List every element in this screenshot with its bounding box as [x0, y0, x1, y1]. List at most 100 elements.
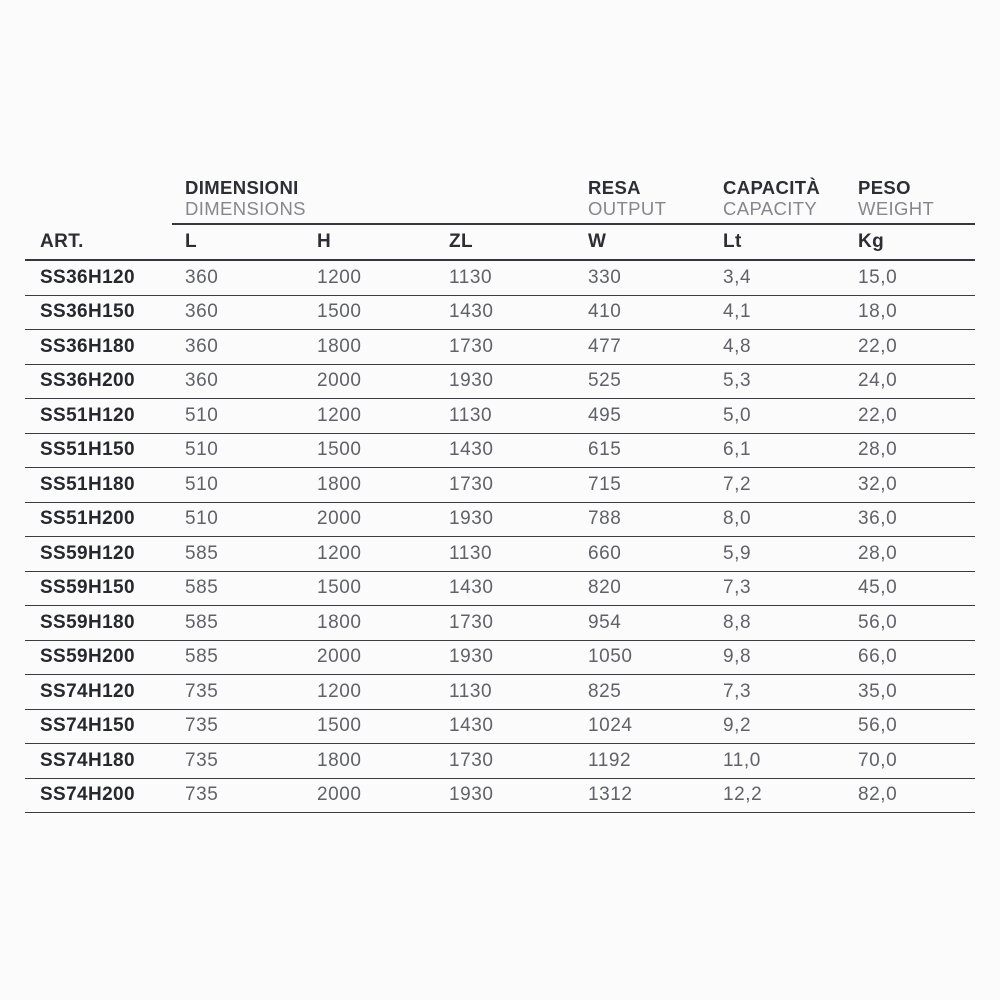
column-header-h: H: [317, 231, 332, 252]
value-cell: 24,0: [858, 370, 898, 392]
value-cell: 1500: [317, 439, 362, 461]
value-cell: 66,0: [858, 646, 898, 668]
value-cell: 32,0: [858, 473, 898, 495]
value-cell: 1930: [449, 370, 494, 392]
group-label-english: OUTPUT: [588, 197, 667, 219]
value-cell: 7,3: [723, 577, 752, 599]
table-row: SS51H150 510 1500 1430 615 6,1 28,0: [25, 434, 975, 468]
value-cell: 1430: [449, 301, 494, 323]
value-cell: 8,0: [723, 508, 752, 530]
value-cell: 954: [588, 611, 622, 633]
value-cell: 5,3: [723, 370, 752, 392]
value-cell: 7,2: [723, 473, 752, 495]
value-cell: 1430: [449, 577, 494, 599]
value-cell: 1800: [317, 611, 362, 633]
value-cell: 1930: [449, 646, 494, 668]
group-header-underline: [172, 176, 975, 225]
table-row: SS36H120 360 1200 1130 330 3,4 15,0: [25, 261, 975, 296]
spec-table: DIMENSIONI DIMENSIONS RESA OUTPUT CAPACI…: [25, 176, 975, 813]
value-cell: 1730: [449, 335, 494, 357]
value-cell: 1050: [588, 646, 633, 668]
value-cell: 22,0: [858, 404, 898, 426]
value-cell: 360: [185, 370, 219, 392]
art-code-cell: SS59H200: [40, 646, 135, 668]
value-cell: 1730: [449, 473, 494, 495]
value-cell: 18,0: [858, 301, 898, 323]
value-cell: 28,0: [858, 439, 898, 461]
art-code-cell: SS51H200: [40, 508, 135, 530]
value-cell: 735: [185, 715, 219, 737]
column-header-lt: Lt: [723, 231, 742, 252]
value-cell: 6,1: [723, 439, 752, 461]
value-cell: 510: [185, 508, 219, 530]
value-cell: 1200: [317, 404, 362, 426]
value-cell: 1930: [449, 508, 494, 530]
value-cell: 715: [588, 473, 622, 495]
value-cell: 1430: [449, 439, 494, 461]
value-cell: 5,9: [723, 542, 752, 564]
group-header-dimensions: DIMENSIONI DIMENSIONS: [172, 176, 306, 225]
value-cell: 1730: [449, 611, 494, 633]
value-cell: 360: [185, 335, 219, 357]
value-cell: 56,0: [858, 715, 898, 737]
value-cell: 1500: [317, 577, 362, 599]
column-group-header-row: DIMENSIONI DIMENSIONS RESA OUTPUT CAPACI…: [25, 176, 975, 225]
group-label-english: DIMENSIONS: [185, 197, 306, 219]
group-header-capacity: CAPACITÀ CAPACITY: [710, 176, 845, 225]
value-cell: 56,0: [858, 611, 898, 633]
value-cell: 1200: [317, 266, 362, 288]
value-cell: 11,0: [723, 749, 761, 771]
value-cell: 1500: [317, 301, 362, 323]
table-body: SS36H120 360 1200 1130 330 3,4 15,0 SS36H150 360…: [25, 261, 975, 813]
table-row: SS51H200 510 2000 1930 788 8,0 36,0: [25, 503, 975, 537]
value-cell: 510: [185, 473, 219, 495]
value-cell: 22,0: [858, 335, 898, 357]
table-row: SS59H200 585 2000 1930 1050 9,8 66,0: [25, 641, 975, 675]
value-cell: 1312: [588, 784, 633, 806]
value-cell: 82,0: [858, 784, 898, 806]
table-row: SS51H180 510 1800 1730 715 7,2 32,0: [25, 468, 975, 503]
table-row: SS74H180 735 1800 1730 1192 11,0 70,0: [25, 744, 975, 779]
value-cell: 12,2: [723, 784, 763, 806]
value-cell: 660: [588, 542, 622, 564]
table-row: SS36H180 360 1800 1730 477 4,8 22,0: [25, 330, 975, 365]
value-cell: 5,0: [723, 404, 752, 426]
group-label-english: CAPACITY: [723, 197, 818, 219]
value-cell: 8,8: [723, 611, 752, 633]
art-code-cell: SS74H200: [40, 784, 135, 806]
art-code-cell: SS74H150: [40, 715, 135, 737]
value-cell: 1800: [317, 749, 362, 771]
value-cell: 1024: [588, 715, 633, 737]
table-row: SS36H150 360 1500 1430 410 4,1 18,0: [25, 296, 975, 330]
art-code-cell: SS51H120: [40, 404, 135, 426]
value-cell: 360: [185, 266, 219, 288]
value-cell: 2000: [317, 784, 362, 806]
column-header-kg: Kg: [858, 231, 885, 252]
value-cell: 585: [185, 611, 219, 633]
value-cell: 35,0: [858, 680, 898, 702]
value-cell: 45,0: [858, 577, 898, 599]
value-cell: 525: [588, 370, 622, 392]
value-cell: 1730: [449, 749, 494, 771]
table-row: SS59H150 585 1500 1430 820 7,3 45,0: [25, 572, 975, 606]
value-cell: 1130: [449, 542, 493, 564]
table-row: SS51H120 510 1200 1130 495 5,0 22,0: [25, 399, 975, 434]
value-cell: 1130: [449, 266, 493, 288]
art-code-cell: SS36H120: [40, 266, 135, 288]
value-cell: 735: [185, 749, 219, 771]
column-header-w: W: [588, 231, 607, 252]
value-cell: 510: [185, 439, 219, 461]
value-cell: 2000: [317, 508, 362, 530]
value-cell: 1800: [317, 335, 362, 357]
value-cell: 1130: [449, 404, 493, 426]
value-cell: 477: [588, 335, 622, 357]
value-cell: 825: [588, 680, 622, 702]
value-cell: 410: [588, 301, 622, 323]
value-cell: 615: [588, 439, 622, 461]
table-row: SS74H120 735 1200 1130 825 7,3 35,0: [25, 675, 975, 710]
art-code-cell: SS51H150: [40, 439, 135, 461]
value-cell: 360: [185, 301, 219, 323]
value-cell: 510: [185, 404, 219, 426]
group-header-weight: PESO WEIGHT: [845, 176, 975, 225]
art-code-cell: SS36H150: [40, 301, 135, 323]
